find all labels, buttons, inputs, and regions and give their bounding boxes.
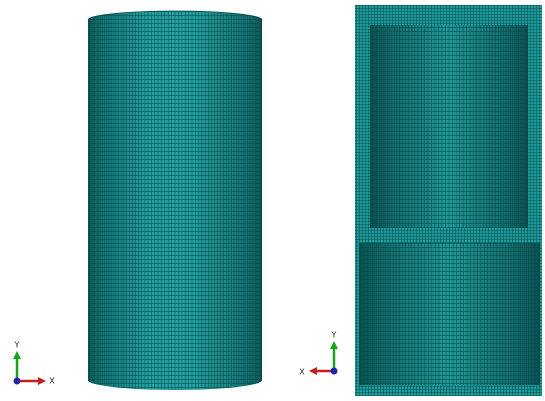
y-axis-label: Y [331, 331, 337, 340]
y-axis-label: Y [14, 341, 20, 350]
x-axis-label: X [49, 377, 55, 386]
section-mesh [355, 5, 542, 396]
mesh-viewport: Y X Y X [0, 0, 545, 401]
y-arrow-head [330, 341, 338, 349]
axis-triad: Y X [299, 331, 338, 377]
x-arrow-head [309, 367, 317, 375]
axis-triad: Y X [13, 341, 55, 386]
x-axis-label: X [299, 368, 305, 377]
x-arrow-head [38, 377, 46, 385]
y-arrow-head [13, 351, 21, 359]
z-axis-dot [331, 368, 338, 375]
z-axis-dot [14, 378, 21, 385]
cylinder-mesh [86, 8, 266, 395]
